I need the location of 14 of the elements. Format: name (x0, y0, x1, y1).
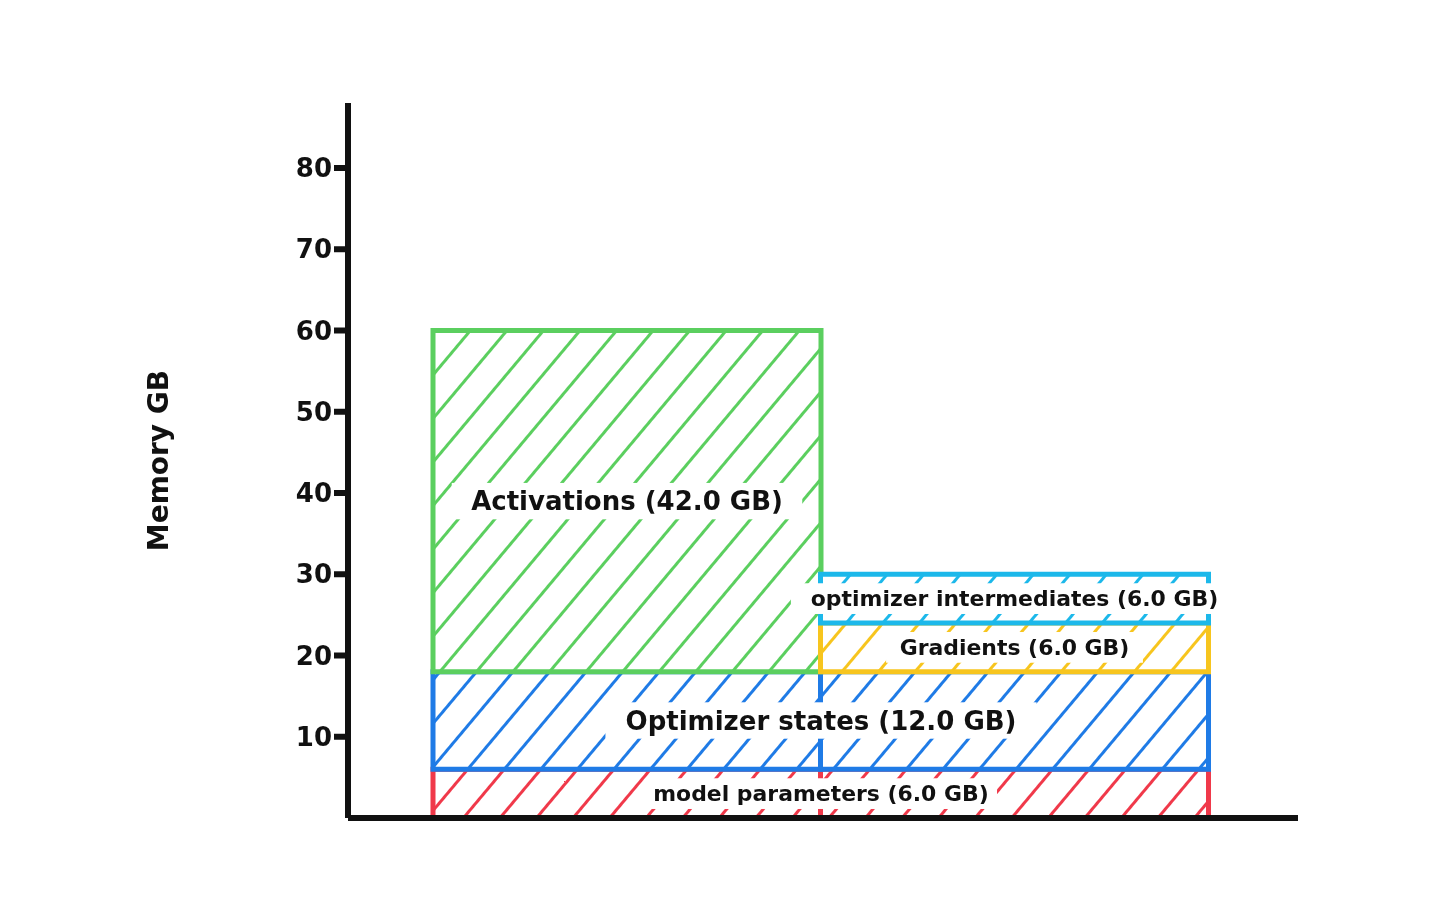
y-tick-label: 60 (295, 315, 332, 346)
data-label: Activations (42.0 GB) (471, 486, 783, 517)
y-tick-label: 50 (295, 396, 332, 427)
data-label: Optimizer states (12.0 GB) (625, 705, 1017, 736)
y-tick-label: 10 (295, 721, 332, 752)
y-tick-label: 40 (295, 478, 332, 509)
y-tick-label: 20 (295, 640, 332, 671)
data-label: optimizer intermediates (6.0 GB) (810, 586, 1219, 612)
y-tick-label: 70 (295, 234, 332, 265)
y-axis-title: Memory GB (141, 369, 175, 552)
y-tick-label: 30 (295, 559, 332, 590)
data-label: Gradients (6.0 GB) (899, 634, 1130, 660)
y-tick-label: 80 (295, 153, 332, 184)
data-label: model parameters (6.0 GB) (653, 781, 989, 807)
